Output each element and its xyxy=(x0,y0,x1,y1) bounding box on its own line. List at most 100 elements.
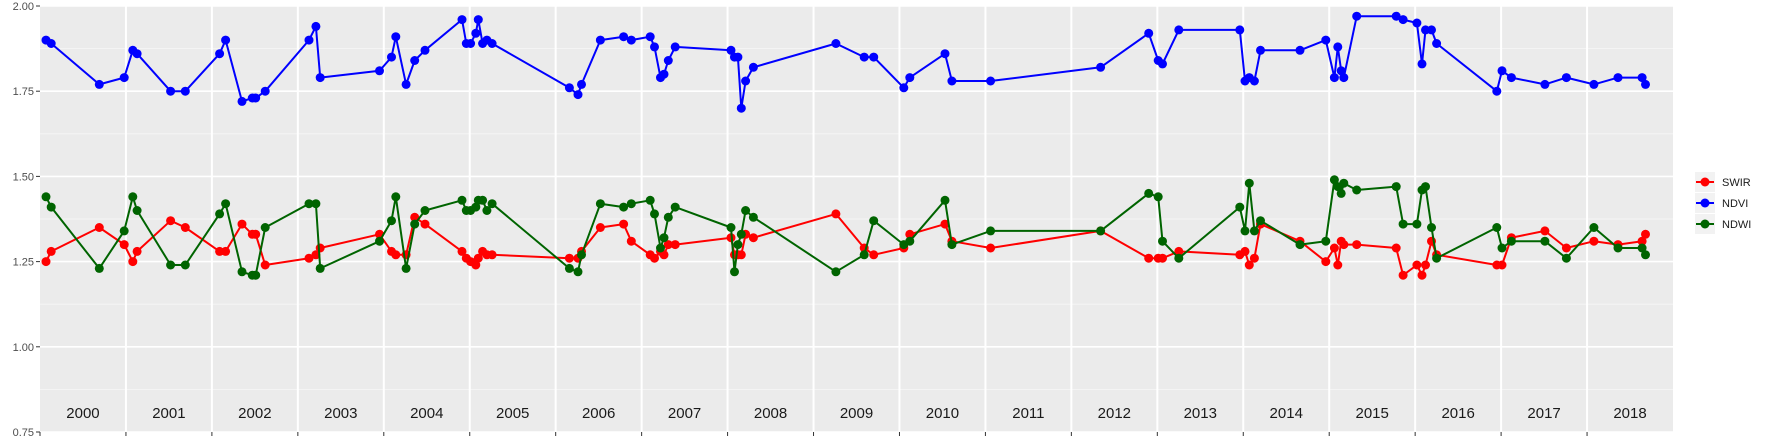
legend-label-ndvi: NDVI xyxy=(1722,198,1748,210)
legend-item-ndwi: NDWI xyxy=(1695,214,1751,234)
ndvi-point xyxy=(260,86,270,96)
legend-label-ndwi: NDWI xyxy=(1722,219,1751,231)
ndvi-point xyxy=(1249,76,1259,86)
ndvi-point xyxy=(899,83,909,93)
ndwi-point xyxy=(457,195,467,205)
ndwi-point xyxy=(1540,236,1550,246)
ndwi-point xyxy=(659,233,669,243)
swir-point xyxy=(564,253,574,263)
ndvi-point xyxy=(457,15,467,25)
swir-point xyxy=(1391,243,1401,253)
swir-point xyxy=(1589,236,1599,246)
legend: SWIR NDVI NDWI xyxy=(1695,172,1751,234)
y-axis: 0.75 1.00 1.25 1.50 1.75 2.00 xyxy=(13,1,40,439)
ndvi-point xyxy=(94,79,104,89)
ndwi-point xyxy=(947,240,957,250)
ndwi-point xyxy=(1497,243,1507,253)
ndwi-point xyxy=(1321,236,1331,246)
x-tick-label-2007: 2007 xyxy=(668,405,701,422)
ndwi-point xyxy=(670,202,680,212)
ndwi-point xyxy=(656,243,665,253)
swir-point xyxy=(1561,243,1571,253)
ndvi-point xyxy=(311,21,321,31)
ndwi-point xyxy=(1352,185,1362,195)
ndwi-point xyxy=(304,199,314,209)
swir-point xyxy=(1333,260,1343,270)
legend-key-point xyxy=(1700,219,1710,229)
swir-point xyxy=(304,253,314,263)
y-tick-label: 1.25 xyxy=(13,257,34,269)
ndvi-point xyxy=(577,79,586,89)
x-tick-label-2000: 2000 xyxy=(66,405,99,422)
swir-point xyxy=(457,246,467,256)
ndvi-point xyxy=(831,39,841,48)
ndvi-point xyxy=(1398,15,1408,25)
ndvi-point xyxy=(180,86,190,96)
swir-point xyxy=(1417,270,1427,280)
ndwi-point xyxy=(1174,253,1184,263)
ndvi-point xyxy=(564,83,574,93)
ndwi-point xyxy=(1336,188,1346,198)
x-tick-label-2004: 2004 xyxy=(410,405,443,422)
x-tick-label-2015: 2015 xyxy=(1355,405,1388,422)
ndwi-point xyxy=(94,263,104,273)
x-tick-label-2014: 2014 xyxy=(1270,405,1303,422)
ndwi-point xyxy=(221,199,231,209)
swir-point xyxy=(221,246,231,256)
ndvi-point xyxy=(132,49,142,59)
ndwi-point xyxy=(831,267,841,277)
legend-item-ndvi: NDVI xyxy=(1695,193,1748,213)
ndwi-point xyxy=(391,192,401,202)
ndwi-point xyxy=(482,206,492,215)
series-layer xyxy=(41,11,1650,280)
swir-point xyxy=(1321,257,1331,267)
ndwi-point xyxy=(650,209,659,219)
ndwi-point xyxy=(986,226,996,236)
ndwi-point xyxy=(595,199,605,209)
swir-point xyxy=(1421,260,1430,270)
ndwi-point xyxy=(1339,178,1349,188)
ndvi-point xyxy=(619,32,629,42)
ndvi-point xyxy=(670,42,680,52)
ndwi-point xyxy=(478,195,488,205)
swir-point xyxy=(1144,253,1154,263)
ndvi-point xyxy=(859,52,869,62)
ndwi-point xyxy=(726,223,736,232)
ndvi-point xyxy=(1339,73,1349,83)
ndwi-point xyxy=(748,212,758,222)
swir-point xyxy=(1174,246,1184,256)
legend-label-swir: SWIR xyxy=(1722,177,1751,189)
ndvi-point xyxy=(221,35,231,45)
ndvi-point xyxy=(420,45,430,55)
ndvi-point xyxy=(1641,79,1650,89)
swir-point xyxy=(1244,260,1254,270)
ndvi-point xyxy=(166,86,176,96)
series-ndwi xyxy=(41,175,1650,280)
y-tick-label: 1.75 xyxy=(13,86,34,98)
ndwi-point xyxy=(311,199,321,209)
x-tick-label-2006: 2006 xyxy=(582,405,615,422)
ndvi-point xyxy=(471,28,481,38)
ndwi-point xyxy=(730,267,739,277)
ndvi-point xyxy=(466,39,476,48)
ndvi-point xyxy=(736,103,746,113)
swir-point xyxy=(831,209,841,219)
ndwi-point xyxy=(46,202,56,212)
ndwi-point xyxy=(260,223,270,232)
ndvi-point xyxy=(748,62,758,72)
ndwi-point xyxy=(869,216,879,226)
ndwi-point xyxy=(1244,178,1254,188)
ndvi-point xyxy=(659,69,669,79)
ndvi-point xyxy=(905,73,915,83)
ndvi-point xyxy=(1613,73,1623,83)
ndvi-point xyxy=(315,73,325,83)
ndvi-point xyxy=(237,96,247,106)
swir-point xyxy=(1339,240,1349,250)
swir-point xyxy=(650,253,659,263)
ndwi-point xyxy=(1432,253,1442,263)
ndvi-point xyxy=(1506,73,1516,83)
ndvi-point xyxy=(733,52,743,62)
ndwi-point xyxy=(41,192,51,202)
ndwi-point xyxy=(215,209,225,219)
y-tick-label: 2.00 xyxy=(13,1,34,13)
